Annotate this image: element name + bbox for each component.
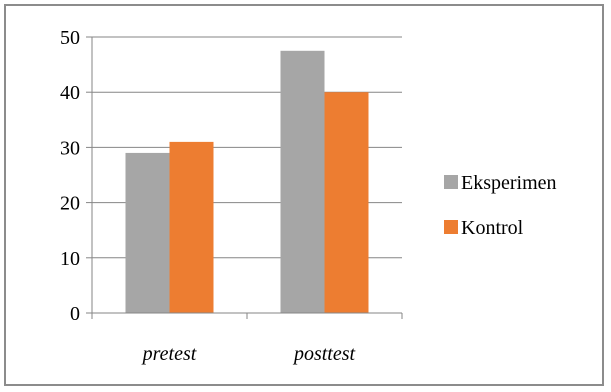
bar-kontrol-posttest (324, 92, 369, 313)
legend: Eksperimen Kontrol (444, 172, 557, 239)
bar-eksperimen-posttest (280, 50, 325, 314)
y-tick-label: 10 (60, 248, 80, 270)
y-tick-label: 50 (60, 27, 80, 49)
legend-swatch-eksperimen (444, 175, 458, 189)
y-tick-label: 30 (60, 137, 80, 159)
x-tick-label: pretest (141, 343, 197, 365)
axes (91, 37, 403, 319)
x-axis-labels: pretest posttest (141, 343, 356, 365)
y-tick-label: 40 (60, 82, 80, 104)
legend-swatch-kontrol (444, 220, 458, 234)
bar-kontrol-pretest (169, 141, 214, 313)
bars (125, 50, 369, 314)
legend-label-eksperimen: Eksperimen (461, 172, 557, 194)
y-tick-label: 20 (60, 193, 80, 215)
legend-label-kontrol: Kontrol (461, 217, 524, 239)
y-tick-label: 0 (70, 303, 80, 325)
bar-eksperimen-pretest (125, 152, 170, 313)
x-tick-label: posttest (292, 343, 356, 365)
y-axis-ticks: 0 10 20 30 40 50 (60, 27, 92, 325)
